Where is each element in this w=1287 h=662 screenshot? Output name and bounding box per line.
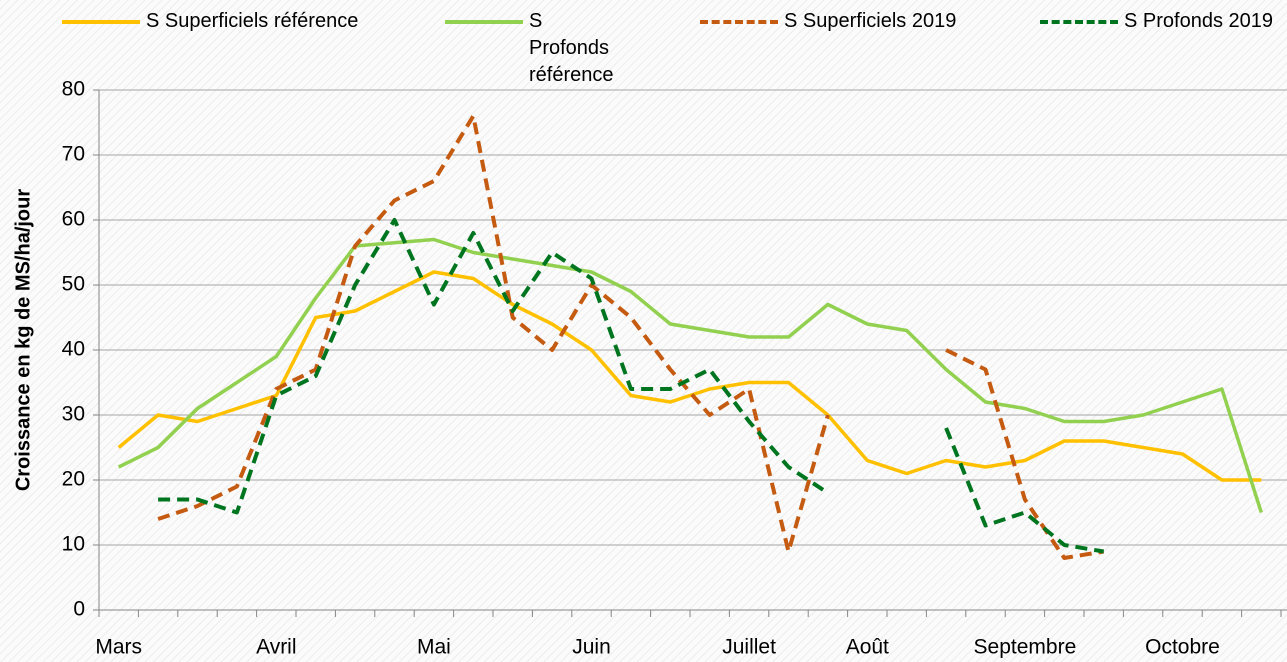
series-line (117, 270, 1262, 482)
legend-swatch (1040, 20, 1118, 24)
y-tick-label: 30 (62, 403, 85, 426)
legend-item: S Superficiels 2019 (700, 8, 960, 35)
x-tick-label: Mars (95, 636, 142, 659)
legend-item: S Superficiels référence (62, 8, 362, 35)
legend-label: S Superficiels 2019 (784, 10, 957, 32)
legend-label: S Superficiels référence (146, 10, 359, 32)
x-tick-label: Mai (417, 636, 451, 659)
y-tick-label: 10 (62, 533, 85, 556)
y-tick-label: 20 (62, 468, 85, 491)
legend-label: S Profonds référence (529, 10, 614, 86)
y-tick-label: 0 (73, 598, 85, 621)
legend-swatch (62, 20, 140, 24)
series-line (117, 237, 1263, 514)
legend-item: S Profonds 2019 (1040, 8, 1280, 35)
x-tick-label: Juillet (722, 636, 776, 659)
y-tick-label: 40 (62, 338, 85, 361)
legend-swatch (700, 20, 778, 24)
y-tick-label: 70 (62, 143, 85, 166)
y-tick-label: 60 (62, 208, 85, 231)
x-tick-label: Septembre (974, 636, 1077, 659)
series-line (158, 218, 1105, 554)
y-tick-label: 50 (62, 273, 85, 296)
x-tick-label: Juin (572, 636, 611, 659)
legend-item: S Profonds référence (445, 8, 614, 89)
legend-label: S Profonds 2019 (1124, 10, 1273, 32)
x-tick-label: Août (846, 636, 889, 659)
legend-swatch (445, 20, 523, 24)
series-line (157, 114, 1105, 560)
y-axis-title: Croissance en kg de MS/ha/jour (12, 189, 34, 492)
x-tick-label: Avril (256, 636, 296, 659)
y-tick-label: 80 (62, 78, 85, 101)
x-tick-label: Octobre (1145, 636, 1220, 659)
